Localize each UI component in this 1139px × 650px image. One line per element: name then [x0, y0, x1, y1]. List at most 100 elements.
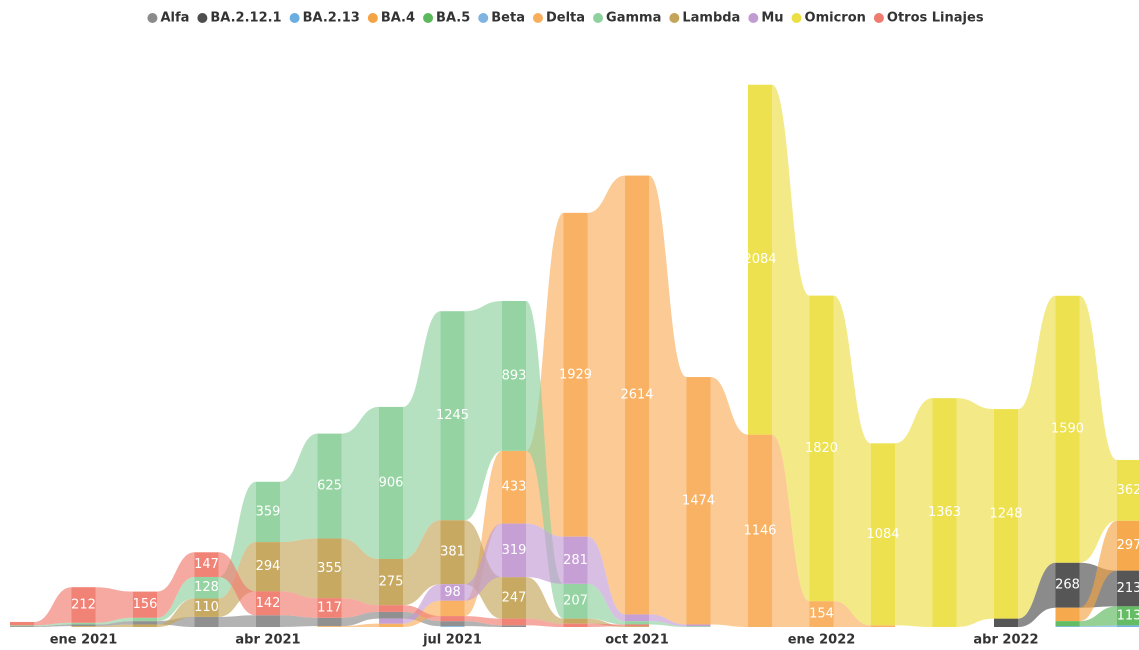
data-label: 154: [809, 607, 834, 622]
legend-marker: [593, 13, 604, 23]
ribbon: [464, 616, 502, 626]
column-segment: [379, 559, 403, 606]
column-segment: [440, 616, 465, 622]
column-segment: [317, 598, 342, 618]
column-segment: [1055, 626, 1080, 627]
ribbon: [341, 611, 379, 627]
ribbon: [833, 295, 871, 626]
ribbon: [587, 583, 625, 625]
ribbon: [526, 523, 564, 584]
column-segment: [625, 621, 649, 625]
legend-marker: [289, 13, 300, 23]
x-tick-label: ene 2021: [50, 633, 118, 648]
column-segment: [379, 611, 403, 619]
x-tick-label: oct 2021: [605, 633, 669, 648]
labels: 268 213 297 113 433 1929 2614 1474 1146 154 128 359…: [71, 252, 1139, 623]
column-segment: [625, 626, 649, 627]
column-segment: [809, 295, 834, 602]
data-label: 625: [317, 479, 342, 494]
column-segment: [1117, 625, 1139, 627]
ribbon: [95, 624, 133, 627]
column-segment: [71, 626, 96, 627]
data-label: 212: [71, 598, 96, 613]
column-segment: [194, 552, 219, 577]
ribbon: [1079, 625, 1117, 627]
ribbon: [587, 623, 625, 627]
data-label: 1590: [1051, 422, 1084, 437]
ribbon: [403, 311, 441, 560]
data-label: 147: [194, 557, 219, 572]
data-label: 213: [1117, 581, 1139, 596]
column-segment: [133, 624, 157, 627]
legend-marker: [791, 13, 802, 23]
legend-label: BA.2.12.1: [210, 11, 281, 26]
column-segment: [809, 601, 834, 627]
legend-label: BA.5: [436, 11, 470, 26]
column-segment: [256, 591, 280, 616]
ribbon: [895, 398, 933, 627]
ribbon: [341, 406, 379, 560]
column-segment: [317, 538, 342, 599]
column-segment: [502, 523, 526, 578]
data-label: 294: [256, 559, 281, 574]
column-segment: [932, 398, 957, 627]
column-segment: [317, 626, 342, 627]
ribbon: [95, 621, 133, 627]
data-label: 355: [317, 561, 342, 576]
ribbon: [34, 622, 72, 627]
column-segment: [440, 520, 465, 585]
ribbon: [1018, 562, 1056, 627]
data-label: 2084: [743, 252, 776, 267]
column-segment: [133, 621, 157, 625]
column-segment: [194, 576, 219, 599]
legend-marker: [532, 13, 543, 23]
legend-label: BA.2.13: [303, 11, 360, 26]
data-label: 2614: [620, 387, 653, 402]
data-label: 906: [379, 475, 404, 490]
ribbon: [34, 587, 72, 626]
column-segment: [1117, 459, 1139, 521]
ribbon: [710, 377, 748, 627]
ribbon: [1018, 295, 1056, 619]
data-label: 142: [256, 596, 281, 611]
column-segment: [317, 617, 342, 627]
column-segment: [10, 621, 34, 626]
column-segment: [133, 591, 157, 618]
data-label: 128: [194, 580, 219, 595]
column-segment: [748, 84, 772, 435]
ribbon: [1079, 606, 1117, 627]
data-label: 381: [440, 545, 465, 560]
column-segment: [563, 536, 588, 584]
column-segment: [563, 212, 588, 537]
column-segment: [1055, 295, 1080, 563]
column-segment: [502, 450, 526, 524]
data-label: 433: [502, 480, 527, 495]
ribbon: [157, 552, 195, 618]
legend-label: Lambda: [682, 11, 740, 26]
x-tick-label: jul 2021: [422, 633, 482, 648]
column-segment: [563, 623, 588, 627]
data-label: 117: [317, 600, 342, 615]
data-label: 1820: [805, 441, 838, 456]
data-label: 281: [563, 553, 588, 568]
legend-label: Mu: [761, 11, 783, 26]
data-label: 275: [379, 575, 404, 590]
column-segment: [1117, 570, 1139, 607]
column-segment: [133, 617, 157, 622]
data-label: 1146: [743, 523, 776, 538]
data-label: 319: [502, 543, 527, 558]
column-segment: [10, 626, 34, 627]
legend-marker: [367, 13, 378, 23]
ribbon: [157, 576, 195, 622]
data-label: 1248: [989, 506, 1022, 521]
column-segment: [317, 433, 342, 539]
ribbon: [280, 538, 318, 599]
legend-label: Otros Linajes: [887, 11, 984, 26]
column-segment: [625, 614, 649, 622]
ribbon: [464, 300, 502, 521]
legend-marker: [197, 13, 208, 23]
data-label: 1929: [559, 367, 592, 382]
ribbon: [649, 621, 687, 627]
legend-label: Alfa: [160, 11, 189, 26]
ribbon: [280, 615, 318, 627]
